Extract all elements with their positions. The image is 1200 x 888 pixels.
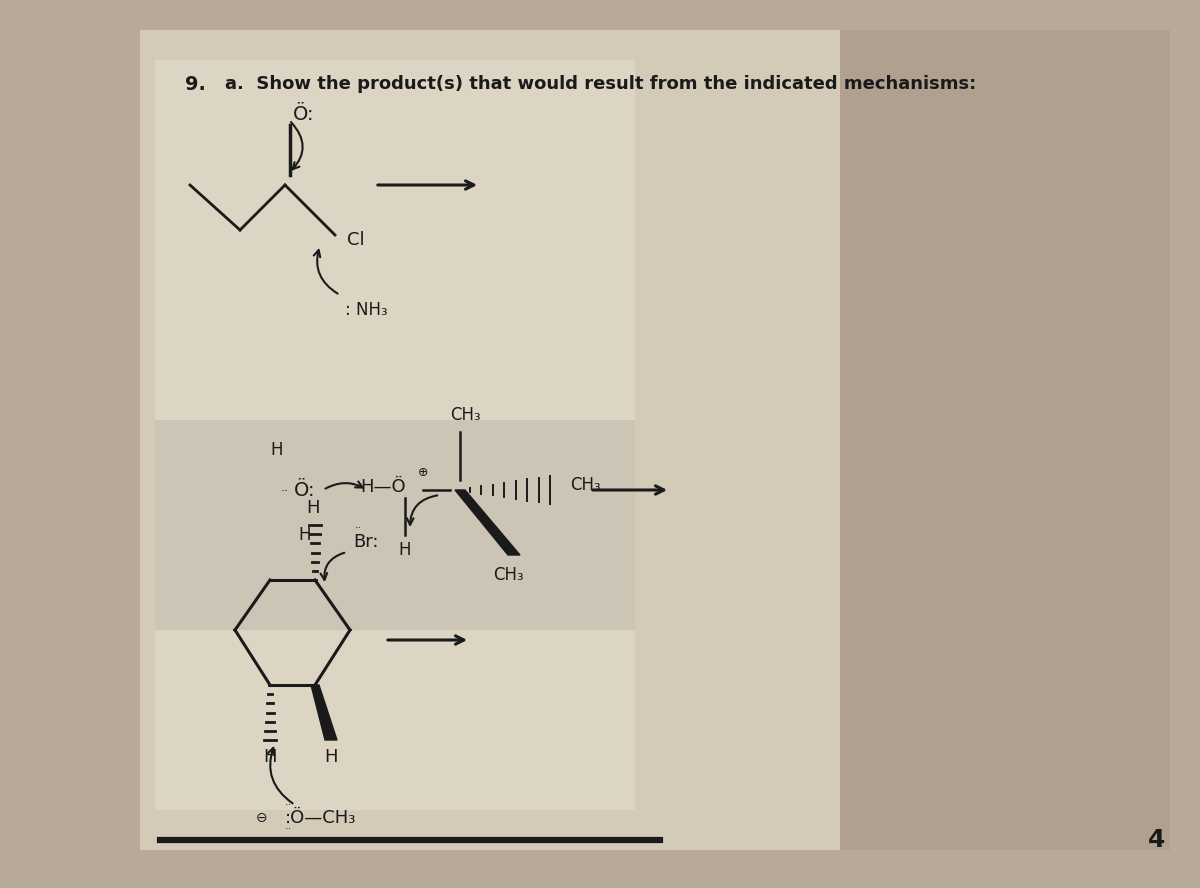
Text: ⊖: ⊖ [256, 811, 268, 825]
Text: H: H [271, 441, 283, 459]
Text: ··: ·· [281, 486, 289, 498]
Text: Cl: Cl [347, 231, 365, 249]
Text: Br:: Br: [353, 533, 378, 551]
Text: ⊕: ⊕ [418, 465, 428, 479]
Polygon shape [311, 685, 337, 740]
Text: CH₃: CH₃ [450, 406, 480, 424]
Text: Ö:: Ö: [293, 106, 314, 124]
Text: ··: ·· [284, 824, 292, 834]
Text: 4: 4 [1147, 828, 1165, 852]
Text: 9.: 9. [185, 75, 206, 94]
Text: CH₃: CH₃ [570, 476, 600, 494]
Text: CH₃: CH₃ [493, 566, 523, 584]
Text: H: H [263, 748, 277, 766]
Bar [155, 420, 635, 630]
Bar [140, 30, 840, 850]
Bar [840, 30, 1170, 850]
Text: H: H [398, 541, 412, 559]
Text: Ö:: Ö: [294, 480, 316, 500]
Text: ··: ·· [284, 800, 292, 810]
Text: ··: ·· [355, 523, 362, 533]
Text: H—Ö: H—Ö [360, 478, 406, 496]
Text: a.  Show the product(s) that would result from the indicated mechanisms:: a. Show the product(s) that would result… [226, 75, 977, 93]
Bar [155, 60, 635, 810]
Polygon shape [455, 490, 520, 555]
Text: :Ö—CH₃: :Ö—CH₃ [286, 809, 356, 827]
Text: : NH₃: : NH₃ [346, 301, 388, 319]
Text: H: H [324, 748, 337, 766]
Text: H: H [306, 499, 319, 517]
Text: H: H [299, 526, 311, 544]
